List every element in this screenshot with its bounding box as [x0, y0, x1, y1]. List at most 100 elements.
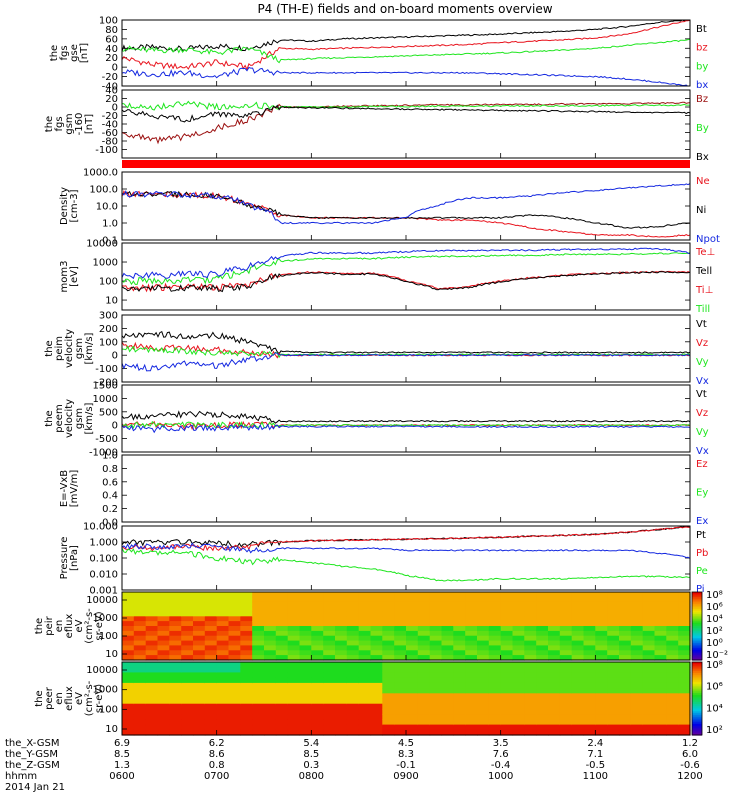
- heatmap-cell: [133, 601, 147, 608]
- heatmap-cell: [642, 677, 656, 684]
- heatmap-cell: [441, 596, 454, 603]
- heatmap-cell: [453, 667, 466, 673]
- legend-label: Till: [695, 304, 710, 315]
- heatmap-cell: [275, 611, 289, 617]
- heatmap-cell: [311, 621, 324, 627]
- heatmap-cell: [370, 703, 383, 710]
- heatmap-cell: [181, 719, 194, 726]
- heatmap-cell: [654, 729, 667, 736]
- heatmap-cell: [133, 645, 147, 651]
- series-line-green: [122, 547, 690, 582]
- heatmap-cell: [477, 729, 490, 736]
- heatmap-cell: [275, 729, 289, 736]
- heatmap-cell: [678, 682, 691, 689]
- heatmap-cell: [548, 688, 561, 694]
- heatmap-cell: [323, 592, 336, 598]
- heatmap-cell: [642, 592, 656, 598]
- heatmap-cell: [488, 592, 502, 598]
- heatmap-cell: [382, 592, 395, 598]
- heatmap-cell: [666, 693, 679, 700]
- heatmap-cell: [417, 698, 431, 705]
- heatmap-cell: [630, 645, 644, 651]
- heatmap-cell: [559, 672, 573, 679]
- heatmap-cell: [429, 611, 443, 617]
- heatmap-cell: [275, 682, 289, 689]
- heatmap-cell: [370, 724, 383, 731]
- heatmap-cell: [181, 698, 194, 705]
- colorbar-segment: [692, 648, 702, 651]
- colorbar-segment: [692, 637, 702, 641]
- heatmap-cell: [145, 640, 159, 647]
- heatmap-cell: [500, 601, 514, 608]
- heatmap-cell: [370, 596, 383, 603]
- heatmap-cell: [666, 616, 679, 622]
- heatmap-cell: [169, 650, 182, 656]
- colorbar-segment: [692, 711, 702, 714]
- heatmap-cell: [678, 662, 691, 668]
- heatmap-cell: [169, 714, 182, 720]
- heatmap-cell: [429, 635, 443, 642]
- colorbar-segment: [692, 619, 702, 622]
- colorbar-segment: [692, 691, 702, 694]
- heatmap-cell: [145, 611, 159, 617]
- heatmap-cell: [287, 693, 301, 700]
- heatmap-cell: [358, 650, 372, 656]
- heatmap-cell: [441, 601, 454, 608]
- heatmap-cell: [666, 698, 679, 705]
- heatmap-cell: [630, 655, 644, 661]
- heatmap-cell: [216, 601, 230, 608]
- heatmap-cell: [335, 606, 348, 613]
- heatmap-cell: [654, 655, 667, 661]
- heatmap-cell: [607, 596, 620, 603]
- legend-label: By: [696, 123, 709, 134]
- heatmap-cell: [666, 688, 679, 694]
- heatmap-cell: [228, 650, 241, 656]
- heatmap-cell: [264, 698, 277, 705]
- heatmap-cell: [654, 611, 667, 617]
- heatmap-cell: [477, 714, 490, 720]
- heatmap-cell: [240, 667, 253, 673]
- heatmap-cell: [524, 708, 537, 715]
- heatmap-cell: [264, 626, 277, 632]
- heatmap-cell: [193, 672, 206, 679]
- heatmap-cell: [157, 630, 170, 637]
- heatmap-cell: [465, 626, 478, 632]
- heatmap-cell: [193, 667, 206, 673]
- heatmap-cell: [228, 682, 241, 689]
- heatmap-cell: [642, 601, 656, 608]
- legend-label: Bz: [696, 94, 708, 105]
- heatmap-cell: [536, 672, 549, 679]
- heatmap-cell: [287, 714, 301, 720]
- heatmap-cell: [465, 682, 478, 689]
- heatmap-cell: [512, 698, 525, 705]
- heatmap-cell: [654, 606, 667, 613]
- heatmap-cell: [488, 667, 502, 673]
- heatmap-cell: [275, 719, 289, 726]
- heatmap-cell: [429, 682, 443, 689]
- heatmap-cell: [524, 626, 537, 632]
- heatmap-cell: [169, 667, 182, 673]
- heatmap-cell: [240, 640, 253, 647]
- heatmap-cell: [465, 708, 478, 715]
- heatmap-cell: [559, 655, 573, 661]
- heatmap-cell: [382, 616, 395, 622]
- heatmap-cell: [299, 626, 312, 632]
- heatmap-cell: [453, 621, 466, 627]
- x-axis-value: 8.5: [114, 749, 130, 760]
- heatmap-cell: [666, 714, 679, 720]
- heatmap-cell: [417, 616, 431, 622]
- heatmap-cell: [323, 630, 336, 637]
- heatmap-cell: [145, 672, 159, 679]
- heatmap-cell: [394, 688, 407, 694]
- heatmap-cell: [264, 724, 277, 731]
- heatmap-cell: [654, 672, 667, 679]
- heatmap-cell: [559, 667, 573, 673]
- heatmap-cell: [335, 724, 348, 731]
- heatmap-cell: [536, 635, 549, 642]
- heatmap-cell: [619, 693, 632, 700]
- heatmap-cell: [299, 698, 312, 705]
- heatmap-cell: [595, 698, 608, 705]
- heatmap-cell: [417, 621, 431, 627]
- heatmap-cell: [181, 703, 194, 710]
- heatmap-cell: [595, 719, 608, 726]
